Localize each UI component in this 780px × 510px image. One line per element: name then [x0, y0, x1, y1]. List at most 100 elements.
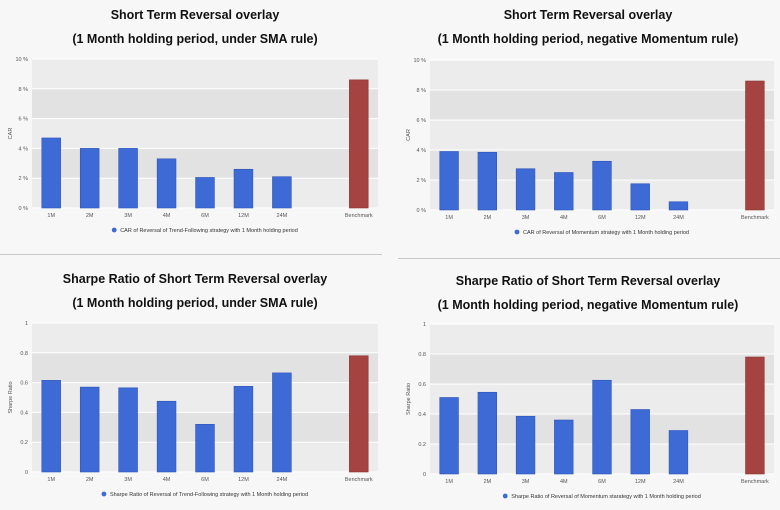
y-tick-label: 8 %	[19, 87, 29, 93]
x-tick-label: Benchmark	[741, 479, 769, 485]
bar	[554, 172, 574, 211]
bar	[515, 415, 536, 475]
y-tick-label: 0.2	[418, 442, 426, 448]
bar	[272, 372, 292, 473]
chart-subtitle: (1 Month holding period, under SMA rule)	[72, 296, 318, 310]
y-axis-label: CAR	[406, 129, 412, 141]
y-tick-label: 0.2	[20, 440, 28, 446]
x-tick-label: 6M	[201, 477, 209, 483]
bar	[41, 380, 61, 473]
bar	[439, 151, 459, 211]
plot-band	[32, 118, 378, 149]
y-tick-label: 0 %	[417, 208, 427, 214]
plot-band	[32, 59, 378, 89]
x-tick-label: Benchmark	[741, 215, 769, 221]
y-tick-label: 4 %	[19, 146, 29, 152]
y-tick-label: 10 %	[413, 58, 426, 64]
legend-label: CAR of Reversal of Momentum strategy wit…	[523, 230, 689, 236]
legend-label: Sharpe Ratio of Reversal of Momentum sta…	[511, 494, 701, 500]
x-tick-label: Benchmark	[345, 213, 373, 219]
plot-band	[430, 354, 774, 384]
x-tick-label: 6M	[598, 215, 606, 221]
y-axis-label: Sharpe Ratio	[8, 381, 14, 413]
bar	[156, 158, 177, 209]
bar	[630, 183, 650, 211]
benchmark-bar	[745, 80, 765, 211]
benchmark-bar	[349, 79, 369, 209]
bar-chart-car-momentum: 0 % 2 % 4 % 6 % 8 % 10 % CAR 1M 2M 3M 4M 6M 12M 24M Be…	[406, 58, 774, 236]
y-axis-label: Sharpe Ratio	[406, 383, 412, 415]
bar	[515, 168, 536, 211]
bar	[477, 151, 497, 211]
chart-panel-sharpe-sma: Sharpe Ratio of Short Term Reversal over…	[0, 258, 390, 510]
legend-marker	[502, 493, 508, 499]
x-tick-label: 4M	[163, 477, 171, 483]
y-tick-label: 0.4	[20, 410, 28, 416]
chart-title: Sharpe Ratio of Short Term Reversal over…	[62, 272, 328, 286]
bar	[233, 168, 254, 209]
plot-band	[430, 324, 774, 354]
chart-panel-car-sma: Short Term Reversal overlay (1 Month hol…	[0, 0, 390, 252]
benchmark-bar	[745, 356, 765, 475]
plot-band	[430, 60, 774, 90]
chart-title: Short Term Reversal overlay	[110, 8, 280, 22]
x-tick-label: 2M	[86, 477, 94, 483]
bar	[592, 379, 612, 475]
chart-panel-sharpe-momentum: Sharpe Ratio of Short Term Reversal over…	[396, 258, 780, 510]
x-tick-label: 6M	[201, 213, 209, 219]
bar	[233, 386, 254, 473]
x-tick-label: 12M	[238, 477, 249, 483]
bar	[41, 137, 61, 209]
y-tick-label: 0.6	[418, 382, 426, 388]
x-tick-label: 6M	[598, 479, 606, 485]
bar	[272, 176, 292, 209]
y-tick-label: 0	[423, 472, 426, 478]
bar	[592, 160, 612, 211]
x-tick-label: 3M	[124, 477, 132, 483]
y-tick-label: 1	[25, 321, 28, 327]
bar-chart-car-sma: 0 % 2 % 4 % 6 % 8 % 10 % CAR 1M 2M 3M 4M 6M 12M 24M Be…	[8, 57, 378, 234]
x-tick-label: 12M	[238, 213, 249, 219]
plot-band	[430, 90, 774, 120]
x-tick-label: 2M	[86, 213, 94, 219]
y-tick-label: 0.8	[20, 351, 28, 357]
legend-label: CAR of Reversal of Trend-Following strat…	[120, 228, 298, 234]
x-tick-label: 4M	[560, 479, 568, 485]
legend-marker	[111, 227, 117, 233]
x-tick-label: 3M	[522, 215, 530, 221]
benchmark-bar	[349, 355, 369, 473]
y-axis-label: CAR	[8, 128, 14, 140]
x-tick-label: 24M	[673, 479, 684, 485]
bar	[668, 201, 689, 211]
bar	[477, 391, 497, 475]
x-tick-label: 1M	[445, 479, 453, 485]
x-tick-label: 12M	[635, 215, 646, 221]
plot-band	[32, 323, 378, 353]
chart-subtitle: (1 Month holding period, negative Moment…	[437, 32, 739, 46]
x-tick-label: 4M	[560, 215, 568, 221]
x-tick-label: 4M	[163, 213, 171, 219]
divider-right	[398, 258, 780, 259]
bar	[195, 177, 215, 209]
x-tick-label: 2M	[484, 215, 492, 221]
plot-band	[32, 88, 378, 119]
x-tick-label: 24M	[673, 215, 684, 221]
y-tick-label: 6 %	[19, 117, 29, 123]
y-tick-label: 2 %	[417, 178, 427, 184]
plot-band	[430, 120, 774, 150]
plot-band	[32, 352, 378, 383]
divider-left	[0, 254, 382, 255]
y-tick-label: 8 %	[417, 88, 427, 94]
bar	[79, 148, 100, 209]
y-tick-label: 4 %	[417, 148, 427, 154]
legend-marker	[101, 491, 107, 497]
y-tick-label: 0	[25, 470, 28, 476]
x-tick-label: 12M	[635, 479, 646, 485]
y-tick-label: 0 %	[19, 206, 29, 212]
x-tick-label: 1M	[445, 215, 453, 221]
bar-chart-sharpe-sma: 0 0.2 0.4 0.6 0.8 1 Sharpe Ratio 1M 2M 3M 4M 6M 12M 2…	[8, 321, 378, 498]
bar	[668, 430, 689, 475]
legend-label: Sharpe Ratio of Reversal of Trend-Follow…	[110, 492, 308, 498]
y-tick-label: 0.4	[418, 412, 426, 418]
x-tick-label: 3M	[124, 213, 132, 219]
